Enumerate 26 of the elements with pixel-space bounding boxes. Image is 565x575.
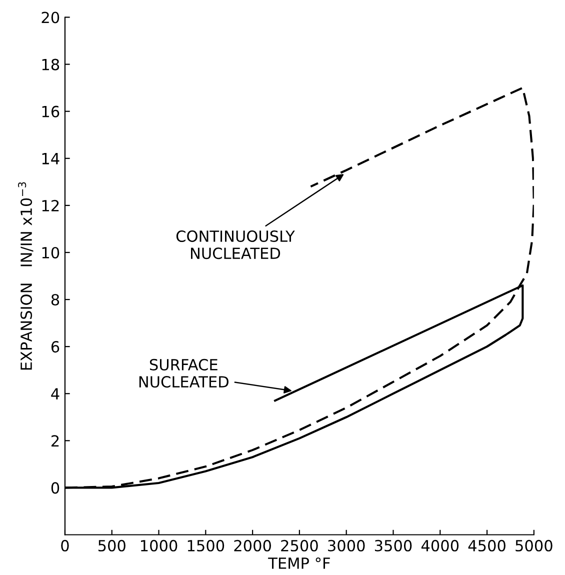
- y-axis-title: EXPANSION IN/IN x10$^{−3}$: [18, 182, 34, 370]
- x-tick-label: 0: [61, 540, 69, 552]
- y-tick-label: 12: [42, 200, 59, 212]
- x-tick-label: 3000: [328, 540, 365, 552]
- x-tick-label: 500: [98, 540, 126, 552]
- x-tick-label: 4000: [421, 540, 459, 552]
- annotation: SURFACE NUCLEATED: [139, 358, 228, 388]
- y-tick-label: 18: [42, 58, 60, 70]
- x-tick-label: 4500: [468, 540, 506, 552]
- y-tick-label: 14: [42, 153, 60, 164]
- x-tick-label: 5000: [516, 540, 552, 552]
- y-tick-label: 0: [51, 482, 60, 494]
- y-tick-label: 4: [51, 388, 60, 400]
- x-tick-label: 3500: [374, 540, 412, 552]
- y-tick-label: 16: [42, 106, 60, 118]
- y-tick-label: 6: [51, 341, 60, 353]
- x-tick-label: 1000: [141, 540, 178, 552]
- y-tick-label: 20: [42, 12, 60, 24]
- annotation: CONTINUOUSLY NUCLEATED: [176, 230, 295, 260]
- y-tick-label: 8: [51, 294, 60, 306]
- x-tick-label: 2500: [281, 540, 318, 552]
- y-tick-label: 10: [42, 246, 60, 258]
- x-tick-label: 1500: [188, 540, 224, 552]
- y-tick-label: 2: [52, 435, 59, 446]
- x-axis-title: TEMP °F: [268, 557, 330, 569]
- x-tick-label: 2000: [234, 540, 271, 552]
